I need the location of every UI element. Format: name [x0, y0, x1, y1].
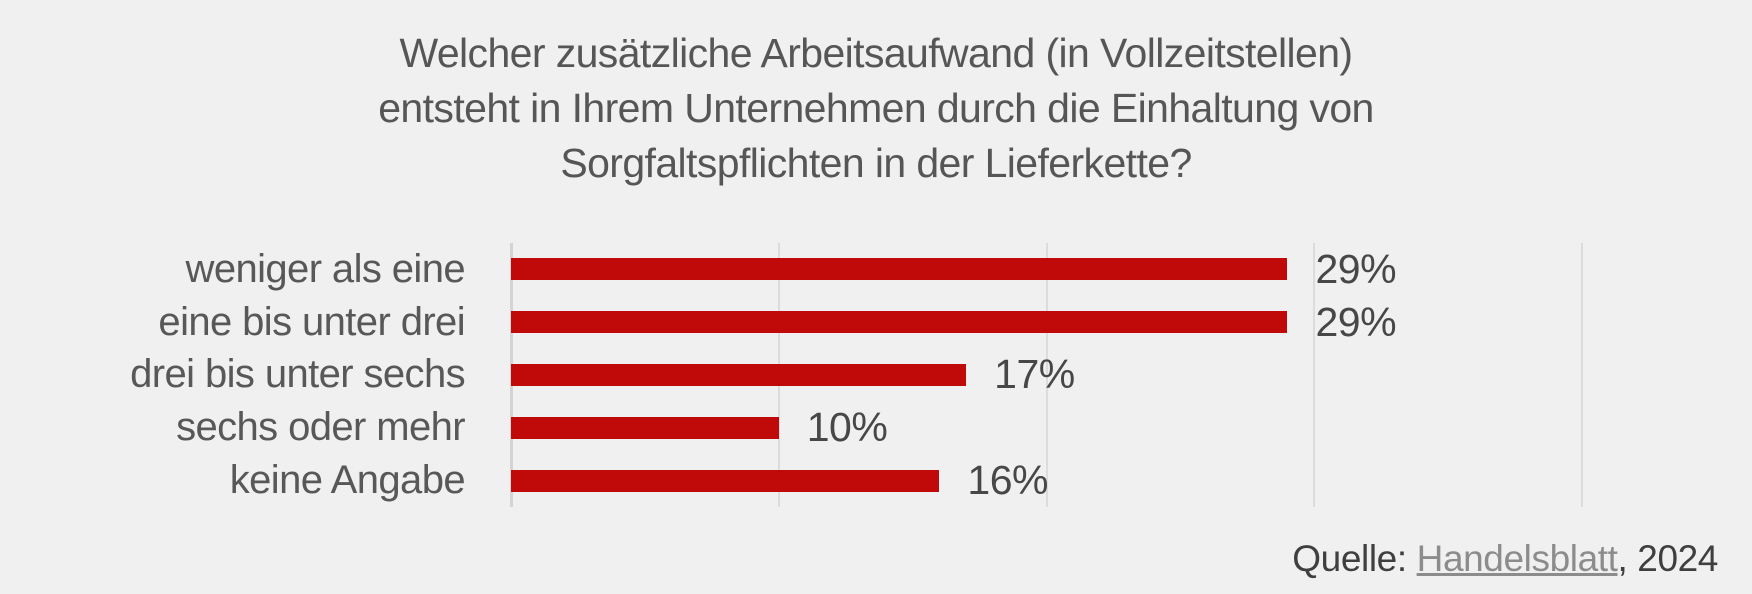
chart-title: Welcher zusätzliche Arbeitsaufwand (in V…	[0, 26, 1752, 191]
bar-area: 17%	[511, 349, 1582, 402]
chart-row: drei bis unter sechs 17%	[0, 349, 1752, 402]
bar	[511, 416, 779, 439]
chart-title-line: Welcher zusätzliche Arbeitsaufwand (in V…	[399, 30, 1353, 76]
bar	[511, 469, 940, 492]
bar-area: 29%	[511, 296, 1582, 349]
source-prefix: Quelle:	[1292, 538, 1417, 579]
bar-area: 10%	[511, 401, 1582, 454]
value-gridline	[1313, 243, 1316, 507]
chart-row: weniger als eine 29%	[0, 243, 1752, 296]
source-link[interactable]: Handelsblatt	[1416, 538, 1618, 579]
category-label: eine bis unter drei	[158, 299, 465, 344]
bar	[511, 258, 1288, 281]
bar	[511, 363, 967, 386]
source-note: Quelle: Handelsblatt, 2024	[1292, 538, 1718, 580]
chart-title-line: entsteht in Ihrem Unternehmen durch die …	[378, 85, 1374, 131]
category-label: drei bis unter sechs	[130, 352, 465, 397]
chart-row: sechs oder mehr 10%	[0, 401, 1752, 454]
value-label: 29%	[1315, 245, 1397, 292]
category-label: sechs oder mehr	[176, 405, 466, 450]
category-label: weniger als eine	[185, 246, 466, 291]
chart-row: keine Angabe 16%	[0, 454, 1752, 507]
value-label: 17%	[994, 351, 1075, 398]
value-gridline	[1045, 243, 1048, 507]
bar-area: 16%	[511, 454, 1582, 507]
chart-row: eine bis unter drei 29%	[0, 296, 1752, 349]
bar-chart: weniger als eine 29% eine bis unter drei 29…	[0, 243, 1752, 507]
value-label: 10%	[806, 404, 888, 451]
value-label: 16%	[967, 457, 1048, 504]
chart-title-line: Sorgfaltspflichten in der Lieferkette?	[560, 140, 1192, 186]
bar	[511, 311, 1288, 334]
category-label: keine Angabe	[229, 458, 466, 503]
value-gridline	[1581, 243, 1583, 507]
value-label: 29%	[1315, 298, 1397, 345]
chart-rows: weniger als eine 29% eine bis unter drei 29…	[0, 243, 1752, 507]
bar-area: 29%	[511, 243, 1582, 296]
source-suffix: , 2024	[1617, 538, 1719, 579]
